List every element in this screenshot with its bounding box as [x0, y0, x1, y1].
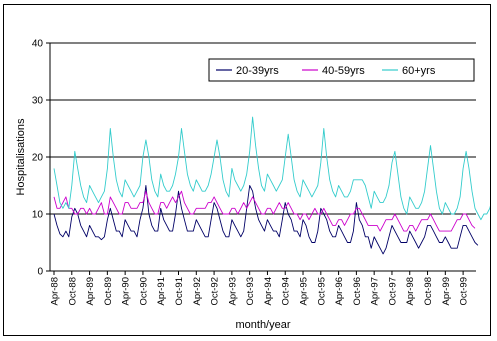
x-tick-label: Oct-91: [174, 277, 185, 306]
x-axis-label: month/year: [235, 319, 290, 331]
x-tick-label: Apr-91: [156, 277, 167, 306]
x-tick-label: Apr-97: [370, 277, 381, 306]
legend: 20-39yrs 40-59yrs 60+yrs: [208, 58, 475, 82]
y-tick-label: 0: [37, 267, 43, 278]
x-tick-label: Apr-99: [441, 277, 452, 306]
x-tick-label: Apr-90: [121, 277, 132, 306]
x-tick-label: Oct-95: [316, 277, 327, 306]
x-tick-label: Apr-93: [227, 277, 238, 306]
x-tick-label: Oct-96: [352, 277, 363, 306]
x-tick-label: Apr-95: [299, 277, 310, 306]
legend-label: 60+yrs: [402, 65, 436, 77]
x-tick-label: Oct-98: [423, 277, 434, 306]
legend-box: [208, 58, 475, 82]
y-tick-label: 30: [32, 96, 44, 107]
x-tick-label: Apr-96: [334, 277, 345, 306]
x-tick-label: Apr-94: [263, 277, 274, 306]
x-tick-label: Oct-88: [67, 277, 78, 306]
y-tick-label: 40: [32, 39, 44, 50]
series-line-20-39yrs: [53, 185, 479, 255]
x-tick-label: Oct-93: [245, 277, 256, 306]
x-tick-label: Apr-88: [50, 277, 61, 306]
y-tick-label: 20: [32, 153, 44, 164]
x-tick-label: Oct-97: [387, 277, 398, 306]
x-tick-label: Oct-92: [210, 277, 221, 306]
y-tick-label: 10: [32, 210, 44, 221]
legend-label: 20-39yrs: [236, 65, 279, 77]
y-tick-labels: 0 10 20 30 40: [32, 39, 44, 278]
line-chart: 0 10 20 30 40 Apr-88 Oct-88 Apr-89 Oct-89 Apr-90…: [15, 39, 497, 331]
x-tick-label: Apr-92: [192, 277, 203, 306]
x-tick-label: Oct-90: [138, 277, 149, 306]
x-tick-label: Apr-89: [85, 277, 96, 306]
series-line-40-59yrs: [53, 190, 476, 232]
y-axis-label: Hospitalisations: [15, 118, 27, 196]
x-tick-label: Oct-94: [281, 277, 292, 306]
series-lines: [53, 116, 497, 255]
x-tick-labels: Apr-88 Oct-88 Apr-89 Oct-89 Apr-90 Oct-90 Apr-…: [50, 271, 470, 306]
series-line-60+yrs: [53, 116, 497, 221]
legend-label: 40-59yrs: [322, 65, 365, 77]
chart-frame: 0 10 20 30 40 Apr-88 Oct-88 Apr-89 Oct-89 Apr-90…: [3, 4, 497, 336]
x-tick-label: Apr-98: [405, 277, 416, 306]
x-tick-label: Oct-99: [459, 277, 470, 306]
x-tick-label: Oct-89: [103, 277, 114, 306]
axes: [49, 43, 476, 272]
